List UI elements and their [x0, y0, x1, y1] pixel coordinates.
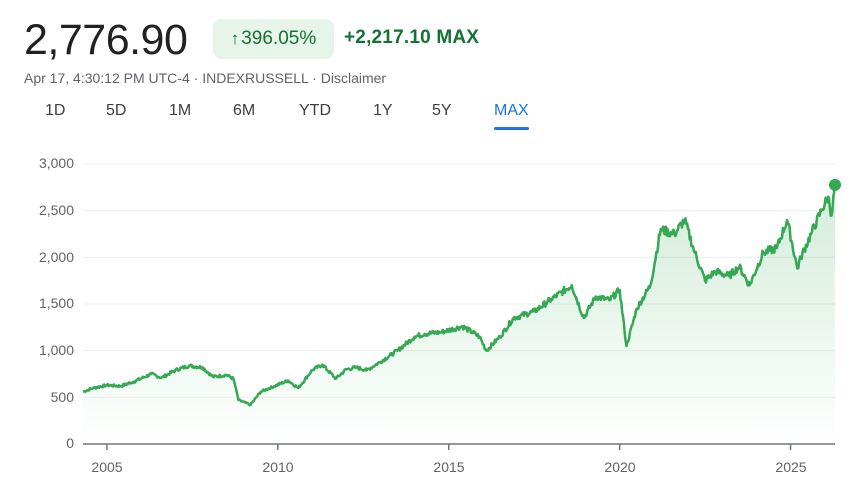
y-tick-label: 2,000	[38, 249, 74, 265]
tab-label: 1Y	[373, 102, 393, 119]
change-percent-badge: ↑ 396.05%	[213, 19, 334, 59]
current-price: 2,776.90	[24, 16, 188, 64]
tab-label: MAX	[494, 102, 529, 119]
x-tick-label: 2005	[91, 459, 123, 475]
timestamp: Apr 17, 4:30:12 PM UTC-4	[24, 70, 190, 86]
x-axis-ticks	[106, 444, 792, 450]
absolute-change: +2,217.10 MAX	[344, 27, 479, 49]
x-tick-label: 2025	[775, 459, 807, 475]
arrow-up-icon: ↑	[230, 29, 240, 48]
y-tick-label: 3,000	[38, 155, 74, 171]
x-tick-label: 2020	[604, 459, 636, 475]
tab-max[interactable]: MAX	[494, 102, 529, 130]
tab-label: 5Y	[432, 102, 452, 119]
separator: ·	[193, 70, 199, 86]
change-amount: +2,217.10	[344, 27, 431, 48]
change-percent: 396.05%	[241, 28, 317, 49]
change-period: MAX	[436, 27, 480, 48]
tab-5y[interactable]: 5Y	[432, 102, 452, 120]
separator: ·	[312, 70, 317, 86]
tab-5d[interactable]: 5D	[106, 102, 126, 120]
y-tick-label: 1,000	[38, 342, 74, 358]
y-tick-label: 2,500	[38, 202, 74, 218]
chart-area-fill	[83, 184, 835, 445]
tab-label: 5D	[106, 102, 127, 119]
active-tab-indicator	[494, 127, 529, 130]
tab-label: YTD	[299, 102, 331, 119]
x-tick-label: 2010	[262, 459, 294, 475]
tab-1m[interactable]: 1M	[169, 102, 191, 120]
y-tick-label: 0	[66, 435, 74, 451]
tab-label: 6M	[233, 102, 256, 119]
y-tick-label: 500	[50, 389, 74, 405]
x-tick-label: 2015	[433, 459, 465, 475]
tab-6m[interactable]: 6M	[233, 102, 255, 120]
tab-1y[interactable]: 1Y	[373, 102, 393, 120]
tab-ytd[interactable]: YTD	[299, 102, 331, 120]
chart-line	[82, 184, 837, 407]
exchange: INDEXRUSSELL	[202, 70, 309, 86]
tab-1d[interactable]: 1D	[45, 102, 65, 120]
tab-label: 1D	[45, 102, 66, 119]
last-value-marker	[829, 178, 841, 191]
y-tick-label: 1,500	[38, 295, 74, 311]
disclaimer-link[interactable]: Disclaimer	[320, 70, 387, 86]
quote-info: Apr 17, 4:30:12 PM UTC-4 · INDEXRUSSELL …	[24, 70, 386, 86]
tab-label: 1M	[169, 102, 192, 119]
